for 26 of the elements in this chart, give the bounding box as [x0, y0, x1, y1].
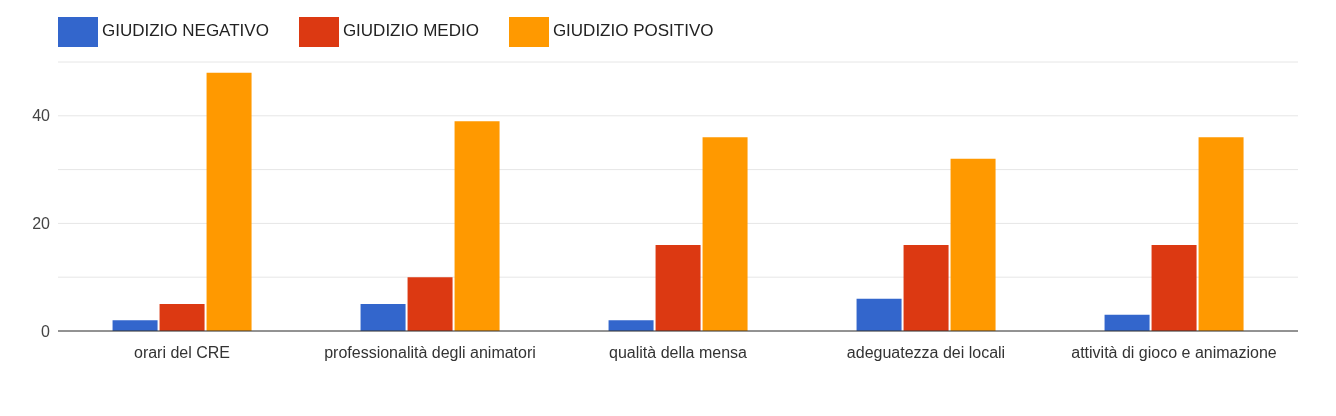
x-tick-label: adeguatezza dei locali: [846, 344, 1006, 362]
x-tick-label: orari del CRE: [133, 344, 231, 362]
bar: [655, 244, 701, 331]
y-tick-label: 40: [32, 107, 51, 125]
bar: [206, 72, 252, 331]
bar: [159, 304, 205, 331]
x-tick-label: attività di gioco e animazione: [1071, 344, 1277, 362]
bar: [112, 320, 158, 331]
legend-label: GIUDIZIO NEGATIVO: [102, 21, 269, 41]
bar: [360, 304, 406, 331]
bar: [903, 244, 949, 331]
bar: [407, 277, 453, 331]
x-tick-label: qualità della mensa: [609, 344, 748, 362]
bar: [1151, 244, 1197, 331]
y-tick-label: 20: [32, 215, 51, 233]
bar: [1104, 314, 1150, 331]
bar: [454, 121, 500, 331]
legend-label: GIUDIZIO MEDIO: [342, 21, 479, 41]
bar: [856, 298, 902, 331]
bar: [608, 320, 654, 331]
y-tick-label: 0: [41, 322, 51, 340]
bar: [950, 158, 996, 331]
bar: [1198, 137, 1244, 331]
bar: [702, 137, 748, 331]
legend-label: GIUDIZIO POSITIVO: [552, 21, 714, 41]
x-tick-label: professionalità degli animatori: [324, 344, 536, 362]
